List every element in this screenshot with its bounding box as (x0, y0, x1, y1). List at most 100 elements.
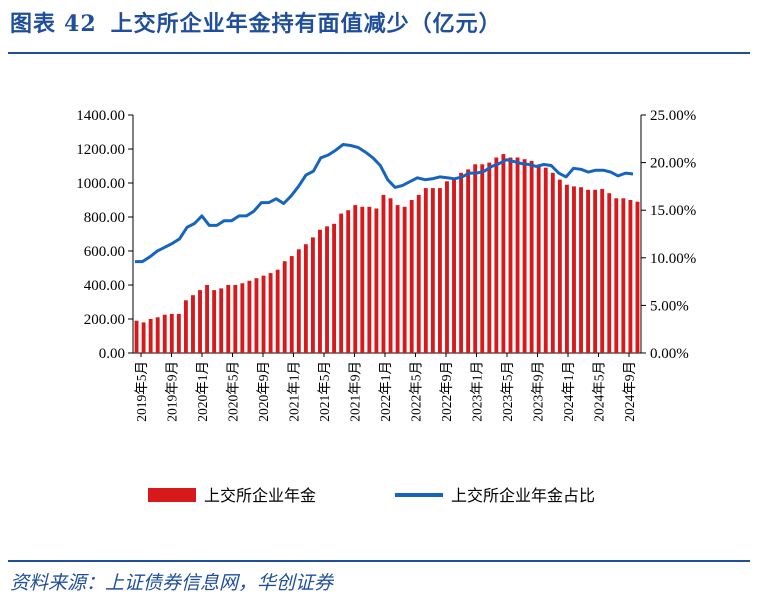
bar (325, 226, 329, 353)
right-axis-tick-label: 25.00% (650, 108, 696, 124)
bar (261, 275, 266, 353)
bar (452, 179, 456, 353)
left-axis-tick-label: 1200.00 (76, 142, 125, 158)
bar (508, 157, 513, 353)
bar (501, 154, 506, 353)
bar (487, 162, 492, 353)
bar (332, 223, 337, 353)
bar (600, 188, 605, 353)
bar (191, 295, 195, 353)
bar (402, 206, 407, 353)
bar (240, 283, 245, 353)
bar (437, 188, 442, 353)
bar (388, 198, 393, 353)
bar (219, 288, 224, 353)
bar (360, 206, 365, 353)
x-axis-tick-label: 2022年5月 (409, 361, 424, 422)
x-axis-tick-label: 2021年5月 (317, 361, 332, 422)
bar (183, 300, 188, 353)
bar (275, 269, 280, 353)
bar (586, 189, 591, 353)
bar (445, 181, 449, 353)
right-axis-tick-label: 15.00% (650, 203, 696, 219)
title-prefix: 图表 (10, 11, 57, 37)
bar (176, 313, 181, 353)
footer-divider (8, 560, 750, 562)
left-axis-tick-label: 200.00 (84, 312, 125, 328)
bar (233, 285, 238, 353)
bar (367, 206, 372, 353)
title-number: 42 (64, 11, 97, 37)
left-axis-tick-label: 800.00 (84, 210, 125, 226)
bar (205, 285, 210, 353)
bar (515, 157, 520, 353)
bar (614, 198, 619, 353)
bar (303, 244, 308, 353)
left-axis-tick-label: 600.00 (84, 244, 125, 260)
x-axis-tick-label: 2024年9月 (622, 361, 637, 422)
x-axis-tick-label: 2024年5月 (592, 361, 607, 422)
chart-title: 图表 42 上交所企业年金持有面值减少（亿元） (10, 6, 502, 38)
right-axis-tick-label: 0.00% (650, 346, 689, 362)
x-axis-tick-label: 2020年1月 (195, 361, 210, 422)
title-text: 上交所企业年金持有面值减少（亿元） (110, 11, 502, 37)
bar (628, 200, 633, 353)
x-axis-tick-label: 2021年1月 (287, 361, 302, 422)
bar (416, 194, 421, 353)
x-axis-tick-label: 2024年1月 (561, 361, 576, 422)
bar (466, 169, 471, 353)
legend-bar-label: 上交所企业年金 (204, 486, 316, 505)
bar (536, 166, 541, 353)
x-axis-tick-label: 2022年1月 (378, 361, 393, 422)
bar (268, 273, 273, 353)
bar (529, 160, 534, 353)
bar (459, 172, 464, 353)
chart-canvas: 0.00 200.00 400.00 600.00 800.00 1000.00 1200.… (76, 108, 696, 505)
bar (543, 167, 548, 353)
bar (169, 313, 174, 353)
x-axis-tick-label: 2023年5月 (500, 361, 515, 422)
bar (621, 198, 626, 353)
bar (318, 229, 322, 353)
bar (247, 280, 252, 353)
x-axis-tick-label: 2023年9月 (531, 361, 546, 422)
title-divider (8, 52, 750, 54)
legend-bar-swatch (148, 488, 196, 502)
bar (494, 157, 499, 353)
bar (564, 184, 569, 353)
bar (282, 261, 287, 353)
left-axis-tick-label: 0.00 (99, 346, 125, 362)
x-axis-tick-label: 2021年9月 (348, 361, 363, 422)
legend-line-label: 上交所企业年金占比 (451, 486, 595, 505)
bar (148, 319, 153, 353)
bar (409, 200, 414, 353)
bar (254, 278, 259, 353)
bar (310, 237, 315, 353)
x-axis-tick-label: 2019年5月 (134, 361, 149, 422)
bar (353, 205, 358, 353)
line-series (135, 143, 634, 264)
bar (423, 188, 428, 353)
source-note: 资料来源：上证债券信息网，华创证券 (10, 572, 334, 594)
bar (381, 194, 386, 353)
bar (607, 193, 612, 353)
x-axis-tick-label: 2023年1月 (470, 361, 485, 422)
bar (198, 290, 202, 353)
bar (162, 314, 167, 353)
x-axis-tick-label: 2020年5月 (226, 361, 241, 422)
bar (226, 285, 231, 353)
bar (550, 172, 555, 353)
left-axis-tick-label: 1400.00 (76, 108, 125, 124)
bar (572, 186, 576, 353)
bar (635, 201, 640, 353)
bar (557, 179, 562, 353)
x-axis-tick-label: 2020年9月 (256, 361, 271, 422)
bar (473, 164, 478, 353)
bar (155, 317, 160, 353)
x-axis-tick-label: 2022年9月 (439, 361, 454, 422)
bar (339, 213, 344, 353)
bar (134, 320, 139, 353)
bar (296, 249, 301, 353)
right-axis-tick-label: 5.00% (650, 298, 689, 314)
bar (395, 205, 400, 353)
